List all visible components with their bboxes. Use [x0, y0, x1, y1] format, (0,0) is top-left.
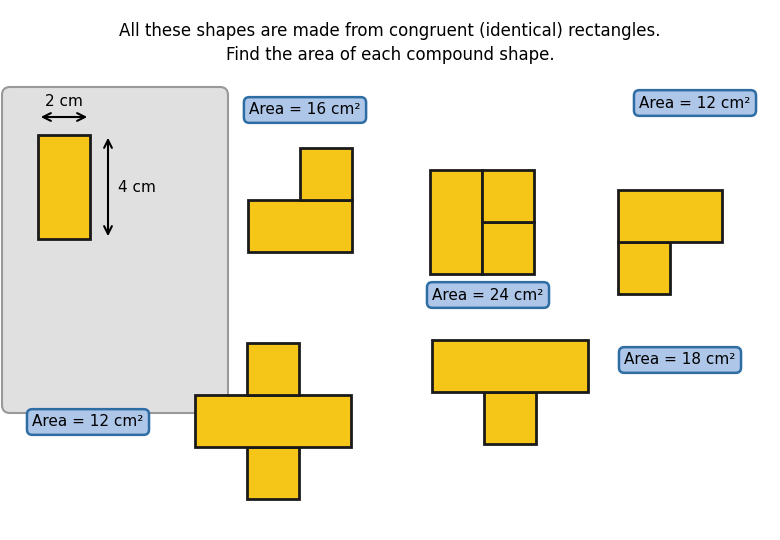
- Bar: [38, 135, 90, 239]
- Bar: [430, 170, 482, 274]
- Text: All these shapes are made from congruent (identical) rectangles.: All these shapes are made from congruent…: [119, 22, 661, 40]
- Bar: [195, 395, 351, 447]
- Text: Find the area of each compound shape.: Find the area of each compound shape.: [225, 46, 555, 64]
- Bar: [482, 222, 534, 274]
- Text: Area = 18 cm²: Area = 18 cm²: [624, 353, 736, 368]
- Bar: [432, 340, 588, 392]
- Text: Area = 12 cm²: Area = 12 cm²: [640, 96, 750, 111]
- Bar: [482, 170, 534, 222]
- FancyBboxPatch shape: [2, 87, 228, 413]
- Bar: [247, 343, 299, 395]
- Bar: [484, 392, 536, 444]
- Bar: [300, 148, 352, 200]
- Text: 2 cm: 2 cm: [45, 94, 83, 109]
- Text: 4 cm: 4 cm: [118, 179, 156, 194]
- Bar: [618, 190, 722, 242]
- Bar: [618, 242, 670, 294]
- Text: Area = 16 cm²: Area = 16 cm²: [250, 103, 360, 118]
- Bar: [248, 200, 352, 252]
- Text: Area = 12 cm²: Area = 12 cm²: [32, 415, 144, 429]
- Bar: [247, 447, 299, 499]
- Text: Area = 24 cm²: Area = 24 cm²: [432, 287, 544, 302]
